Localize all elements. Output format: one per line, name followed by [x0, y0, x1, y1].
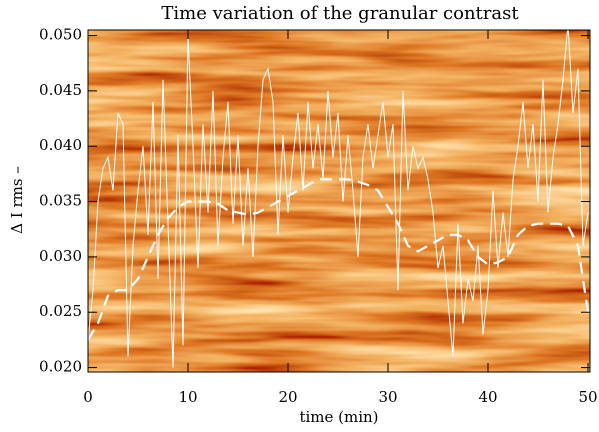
y-tick-label: 0.045 [39, 81, 82, 99]
y-tick-label: 0.030 [39, 247, 82, 265]
plot-frame [87, 29, 591, 373]
y-tick-label: 0.050 [39, 26, 82, 44]
x-tick-label: 40 [478, 388, 497, 406]
y-tick-label: 0.025 [39, 302, 82, 320]
plot-area [88, 30, 590, 368]
series-line [88, 30, 589, 368]
x-tick-label: 20 [278, 388, 297, 406]
x-tick-label: 30 [378, 388, 397, 406]
y-tick-label: 0.035 [39, 192, 82, 210]
x-tick-label: 50 [578, 388, 597, 406]
y-tick-label: 0.020 [39, 358, 82, 376]
y-tick-label: 0.040 [39, 136, 82, 154]
x-tick-label: 0 [83, 388, 93, 406]
series-line [88, 178, 590, 341]
y-axis-label: Δ I rms – [8, 166, 26, 234]
x-axis-label: time (min) [299, 408, 378, 426]
chart-title: Time variation of the granular contrast [161, 3, 519, 24]
x-tick-label: 10 [178, 388, 197, 406]
